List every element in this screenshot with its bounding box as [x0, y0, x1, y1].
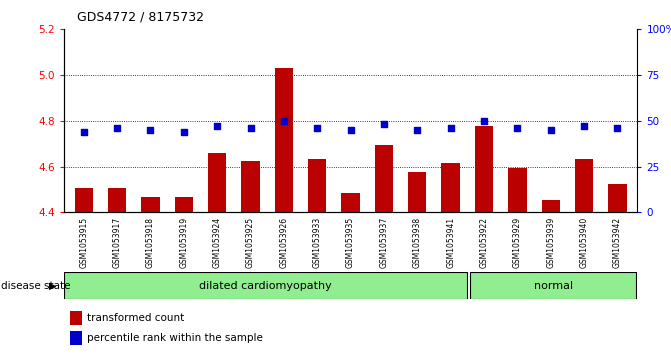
- Text: percentile rank within the sample: percentile rank within the sample: [87, 333, 263, 343]
- Bar: [508, 168, 527, 212]
- Text: GSM1053926: GSM1053926: [279, 217, 289, 268]
- Point: [446, 125, 456, 131]
- Text: GSM1053941: GSM1053941: [446, 217, 455, 268]
- Bar: [308, 159, 326, 212]
- Text: GSM1053937: GSM1053937: [380, 217, 389, 268]
- Bar: [74, 188, 93, 212]
- Point: [112, 125, 123, 131]
- Point: [278, 118, 289, 123]
- Bar: [208, 153, 226, 212]
- Point: [412, 127, 423, 133]
- Text: GSM1053940: GSM1053940: [580, 217, 588, 268]
- Point: [312, 125, 323, 131]
- Text: GSM1053915: GSM1053915: [79, 217, 89, 268]
- Bar: [174, 197, 193, 212]
- Text: GSM1053938: GSM1053938: [413, 217, 422, 268]
- Point: [178, 129, 189, 135]
- Text: GSM1053924: GSM1053924: [213, 217, 221, 268]
- Bar: [70, 331, 83, 345]
- Bar: [242, 161, 260, 212]
- Text: GSM1053935: GSM1053935: [346, 217, 355, 268]
- Bar: [342, 193, 360, 212]
- Point: [245, 125, 256, 131]
- Bar: [475, 126, 493, 212]
- Text: ▶: ▶: [49, 281, 56, 291]
- Text: GSM1053922: GSM1053922: [480, 217, 488, 268]
- Point: [612, 125, 623, 131]
- Point: [212, 123, 223, 129]
- Text: GSM1053942: GSM1053942: [613, 217, 622, 268]
- Bar: [609, 184, 627, 212]
- Bar: [274, 68, 293, 212]
- Text: GSM1053933: GSM1053933: [313, 217, 321, 268]
- Bar: [375, 145, 393, 212]
- Text: GSM1053925: GSM1053925: [246, 217, 255, 268]
- Text: GSM1053919: GSM1053919: [179, 217, 189, 268]
- Bar: [470, 272, 635, 299]
- Bar: [408, 172, 427, 212]
- Point: [546, 127, 556, 133]
- Bar: [442, 163, 460, 212]
- Point: [378, 122, 389, 127]
- Point: [79, 129, 89, 135]
- Text: dilated cardiomyopathy: dilated cardiomyopathy: [199, 281, 331, 291]
- Text: GDS4772 / 8175732: GDS4772 / 8175732: [77, 11, 204, 24]
- Point: [478, 118, 489, 123]
- Text: GSM1053939: GSM1053939: [546, 217, 555, 268]
- Bar: [108, 188, 126, 212]
- Bar: [575, 159, 593, 212]
- Text: transformed count: transformed count: [87, 313, 185, 323]
- Bar: [70, 311, 83, 325]
- Point: [345, 127, 356, 133]
- Point: [145, 127, 156, 133]
- Point: [512, 125, 523, 131]
- Text: normal: normal: [533, 281, 572, 291]
- Point: [578, 123, 589, 129]
- Text: GSM1053929: GSM1053929: [513, 217, 522, 268]
- Text: GSM1053918: GSM1053918: [146, 217, 155, 268]
- Text: GSM1053917: GSM1053917: [113, 217, 121, 268]
- Bar: [142, 197, 160, 212]
- Text: disease state: disease state: [1, 281, 70, 291]
- Bar: [541, 200, 560, 212]
- Bar: [64, 272, 467, 299]
